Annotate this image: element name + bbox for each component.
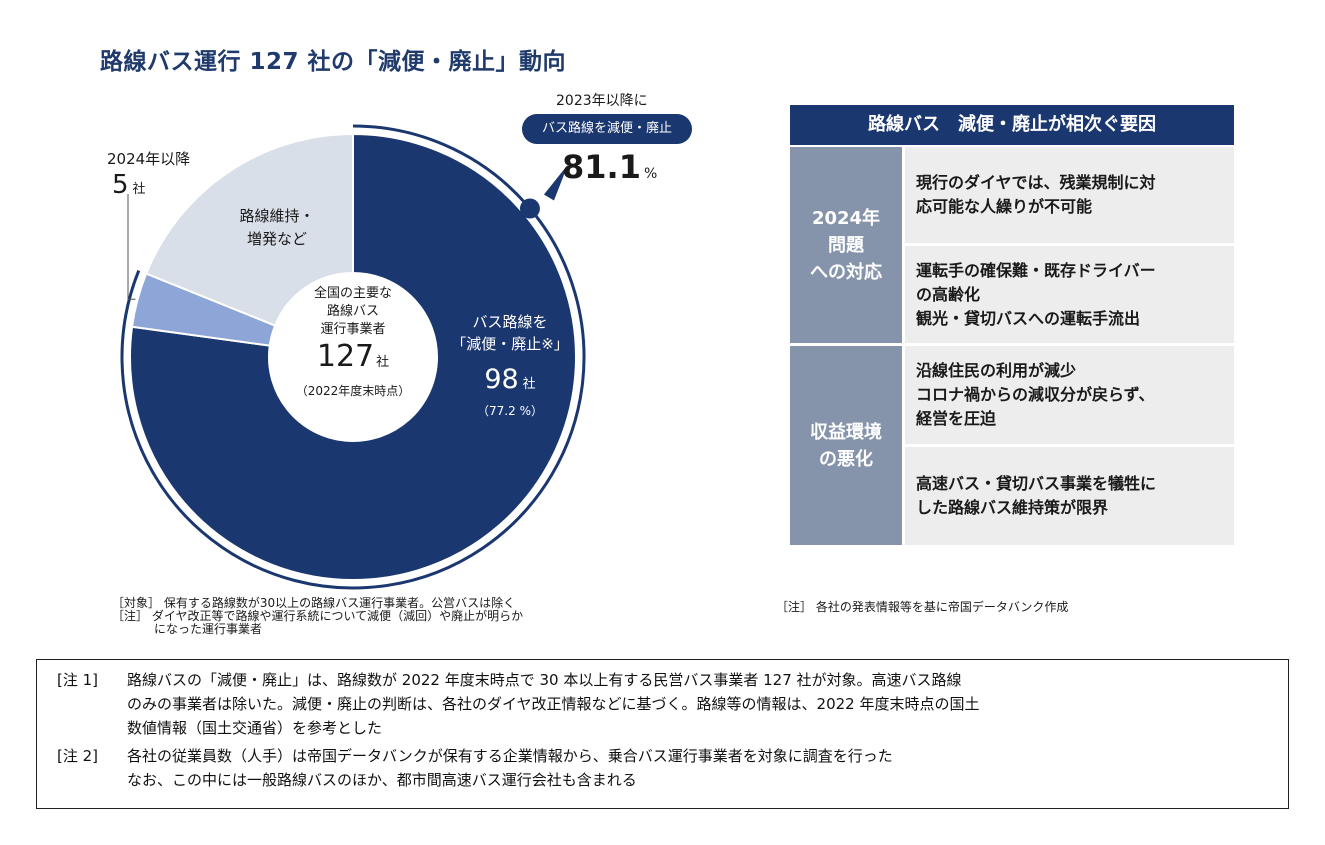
- center-as-of: （2022年度末時点）: [295, 384, 411, 398]
- table-title: 路線バス 減便・廃止が相次ぐ要因: [790, 105, 1234, 145]
- footnote-line: のみの事業者は除いた。減便・廃止の判断は、各社のダイヤ改正情報などに基づく。路線…: [127, 695, 980, 713]
- category-line: の悪化: [819, 448, 873, 470]
- cell-line: 高速バス・貸切バス事業を犠牲に: [916, 474, 1157, 493]
- since-2023-unit: %: [643, 166, 658, 182]
- since-2023-arc: [120, 124, 586, 590]
- cell-line: の高齢化: [916, 284, 981, 304]
- footnote-text: 各社の従業員数（人手）は帝国データバンクが保有する企業情報から、乗合バス運行事業…: [127, 744, 893, 792]
- cell-line: 沿線住民の利用が減少: [916, 361, 1077, 380]
- footnote-line: 数値情報（国土交通省）を参考とした: [127, 719, 383, 737]
- since-2023-pill: バス路線を減便・廃止: [522, 114, 692, 144]
- reduce-count-number: 98: [484, 364, 519, 395]
- cell-line: コロナ禍からの減収分が戻らず、: [916, 385, 1155, 404]
- footnote-line: なお、この中には一般路線バスのほか、都市間高速バス運行会社も含まれる: [127, 771, 637, 789]
- since-2024-label: 2024年以降: [107, 150, 191, 168]
- reduce-slice: [129, 132, 577, 581]
- since-2023-label: 2023年以降に: [556, 93, 648, 109]
- footnote-text: 路線バスの「減便・廃止」は、路線数が 2022 年度末時点で 30 本以上有する…: [127, 668, 980, 740]
- cell-line: した路線バス維持策が限界: [916, 498, 1109, 517]
- footnote-line: 路線バスの「減便・廃止」は、路線数が 2022 年度末時点で 30 本以上有する…: [127, 671, 962, 689]
- reduce-count: 98 社: [435, 363, 585, 402]
- maintain-label-line: 路線維持・: [239, 207, 315, 225]
- since-2023-number: 81.1: [562, 148, 641, 186]
- chart-notes: ［対象］ 保有する路線数が30以上の路線バス運行事業者。公営バスは除く ［注］ …: [112, 597, 523, 636]
- donut-center-label: 全国の主要な 路線バス 運行事業者 127 社 （2022年度末時点）: [268, 285, 438, 400]
- footnote-line: 各社の従業員数（人手）は帝国データバンクが保有する企業情報から、乗合バス運行事業…: [127, 747, 893, 765]
- category-line: 問題: [828, 234, 864, 256]
- since-2024-unit: 社: [132, 182, 146, 197]
- footnote-label: [注 2]: [57, 747, 99, 765]
- center-total-unit: 社: [376, 355, 390, 370]
- category-line: 収益環境: [810, 421, 882, 443]
- center-line: 運行事業者: [320, 322, 386, 337]
- reduce-count-unit: 社: [522, 377, 536, 392]
- category-line: 2024年: [811, 207, 881, 229]
- maintain-slice-label: 路線維持・ 増発など: [222, 205, 332, 251]
- reduce-label-line: バス路線を: [472, 313, 548, 331]
- reduce-label-line: 「減便・廃止※」: [451, 335, 569, 353]
- table-cell: 現行のダイヤでは、残業規制に対 応可能な人繰りが不可能: [905, 147, 1234, 243]
- since-2024-number: 5: [112, 170, 129, 200]
- table-cell: 沿線住民の利用が減少 コロナ禍からの減収分が戻らず、 経営を圧迫: [905, 346, 1234, 444]
- chart-note-line: ［対象］ 保有する路線数が30以上の路線バス運行事業者。公営バスは除く: [112, 596, 516, 610]
- chart-note-line: になった運行事業者: [154, 622, 263, 636]
- cell-line: 運転手の確保難・既存ドライバー: [916, 260, 1156, 280]
- footnote-2: [注 2] 各社の従業員数（人手）は帝国データバンクが保有する企業情報から、乗合…: [57, 744, 893, 792]
- donut-chart: [120, 124, 586, 590]
- chart-title: 路線バス運行 127 社の「減便・廃止」動向: [100, 49, 567, 75]
- reduce-percent: （77.2 %）: [477, 404, 543, 418]
- cell-line: 応可能な人繰りが不可能: [916, 197, 1093, 216]
- center-line: 路線バス: [326, 304, 379, 319]
- maintain-label-line: 増発など: [246, 230, 307, 248]
- since-2023-pointer: [543, 164, 568, 201]
- table-cell: 高速バス・貸切バス事業を犠牲に した路線バス維持策が限界: [905, 447, 1234, 545]
- since-2024-leader-line: [127, 194, 136, 300]
- footnote-1: [注 1] 路線バスの「減便・廃止」は、路線数が 2022 年度末時点で 30 …: [57, 668, 980, 740]
- since-2023-dot: [519, 198, 540, 219]
- center-total-number: 127: [316, 339, 375, 374]
- footnote-label: [注 1]: [57, 671, 99, 689]
- maintain-slice: [144, 132, 354, 327]
- cell-line: 観光・貸切バスへの運転手流出: [916, 308, 1141, 328]
- cell-line: 経営を圧迫: [916, 409, 997, 428]
- chart-note-line: ［注］ ダイヤ改正等で路線や運行系統について減便（減回）や廃止が明らか: [112, 609, 524, 623]
- table-cell: 運転手の確保難・既存ドライバー の高齢化 観光・貸切バスへの運転手流出: [905, 246, 1234, 343]
- center-line: 全国の主要な: [313, 286, 392, 301]
- since-2023-value: 81.1%: [562, 148, 657, 186]
- table-category-revenue: 収益環境 の悪化: [790, 346, 902, 545]
- table-source-note: ［注］ 各社の発表情報等を基に帝国データバンク作成: [776, 600, 1069, 614]
- table-category-2024: 2024年 問題 への対応: [790, 147, 902, 343]
- cell-line: 現行のダイヤでは、残業規制に対: [916, 173, 1156, 192]
- reduce-slice-label: バス路線を 「減便・廃止※」 98 社 （77.2 %）: [435, 311, 585, 420]
- footnotes-box: [注 1] 路線バスの「減便・廃止」は、路線数が 2022 年度末時点で 30 …: [36, 659, 1289, 809]
- category-line: への対応: [810, 261, 882, 283]
- center-total: 127 社: [268, 340, 438, 380]
